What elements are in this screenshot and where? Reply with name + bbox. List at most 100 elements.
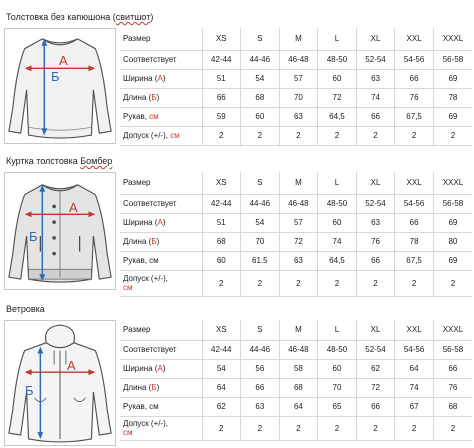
table-cell: 66 [240,378,280,398]
table-row: Допуск (+/-), см 2 2 2 2 2 2 2 [120,416,472,441]
bomber-jacket-icon: А Б [4,172,116,290]
table-row: Длина (Б) 64 66 68 70 72 74 76 [120,378,472,398]
table-cell: 57 [278,213,318,233]
row-label: Допуск (+/-), см [120,126,202,146]
size-header: M [278,28,318,51]
section-title: Толстовка без капюшона (свитшот) [6,12,154,22]
size-header: L [317,172,357,195]
size-table: Размер XS S M L XL XXL XXXL Соответствуе… [120,172,472,297]
size-header: S [240,28,280,51]
table-cell: 60 [317,69,357,89]
table-cell: 65 [317,397,357,417]
table-cell: 56-58 [432,194,472,214]
table-cell: 59 [201,107,241,127]
row-label: Ширина (А) [120,359,202,379]
table-cell: 52-54 [355,50,395,70]
table-cell: 67,5 [394,107,434,127]
table-cell: 63 [278,251,318,271]
table-cell: 48-50 [317,340,357,360]
table-cell: 63 [355,69,395,89]
table-row: Ширина (А) 51 54 57 60 63 66 69 [120,213,472,233]
table-cell: 2 [317,416,357,441]
row-label: Соответствует [120,340,202,360]
size-header: XXL [394,28,434,51]
table-cell: 44-46 [240,194,280,214]
table-cell: 2 [240,416,280,441]
table-cell: 2 [394,126,434,146]
marker-width: А [67,358,76,373]
table-cell: 51 [201,213,241,233]
row-label: Допуск (+/-), см [120,270,202,297]
table-cell: 66 [355,251,395,271]
table-cell: 72 [317,88,357,108]
table-cell: 56-58 [432,340,472,360]
table-cell: 60 [201,251,241,271]
size-header: L [317,320,357,341]
table-header-row: Размер XS S M L XL XXL XXXL [120,172,472,195]
row-label: Длина (Б) [120,232,202,252]
table-row: Соответствует 42-44 44-46 46-48 48-50 52… [120,50,472,70]
table-cell: 52-54 [355,194,395,214]
table-cell: 2 [432,270,472,297]
table-cell: 58 [278,359,318,379]
table-cell: 46-48 [278,194,318,214]
table-cell: 54-56 [394,340,434,360]
table-cell: 2 [278,416,318,441]
size-header: S [240,320,280,341]
table-cell: 60 [240,107,280,127]
table-cell: 64 [394,359,434,379]
row-label: Длина (Б) [120,378,202,398]
table-cell: 64,5 [317,107,357,127]
size-header: XS [201,172,241,195]
table-cell: 69 [432,251,472,271]
table-cell: 72 [278,232,318,252]
marker-width: А [69,200,78,215]
table-cell: 69 [432,69,472,89]
table-row: Рукав, см 59 60 63 64,5 66 67,5 69 [120,107,472,127]
table-cell: 2 [432,126,472,146]
marker-width: А [59,53,68,68]
table-cell: 76 [432,378,472,398]
table-row: Рукав, см 62 63 64 65 66 67 68 [120,397,472,417]
size-header: XL [355,320,395,341]
table-cell: 68 [278,378,318,398]
table-row: Соответствует 42-44 44-46 46-48 48-50 52… [120,340,472,360]
table-cell: 2 [432,416,472,441]
table-cell: 54-56 [394,194,434,214]
table-cell: 66 [394,213,434,233]
header-label: Размер [120,320,202,341]
table-cell: 63 [278,107,318,127]
size-header: XXL [394,172,434,195]
table-row: Длина (Б) 66 68 70 72 74 76 78 [120,88,472,108]
size-header: XXXL [432,320,472,341]
table-cell: 51 [201,69,241,89]
table-cell: 42-44 [201,340,241,360]
table-cell: 48-50 [317,50,357,70]
section-title: Ветровка [6,304,45,314]
table-cell: 68 [432,397,472,417]
size-header: M [278,320,318,341]
table-cell: 64 [278,397,318,417]
row-label: Ширина (А) [120,213,202,233]
table-cell: 66 [201,88,241,108]
size-header: XXXL [432,28,472,51]
table-cell: 72 [355,378,395,398]
size-table: Размер XS S M L XL XXL XXXL Соответствуе… [120,28,472,146]
windbreaker-icon: А Б [4,320,116,446]
table-cell: 2 [240,126,280,146]
size-header: XL [355,172,395,195]
table-cell: 2 [201,126,241,146]
table-cell: 2 [278,270,318,297]
table-cell: 54 [240,213,280,233]
table-row: Рукав, см 60 61.5 63 64,5 66 67,5 69 [120,251,472,271]
row-label: Соответствует [120,194,202,214]
table-cell: 48-50 [317,194,357,214]
size-header: XXXL [432,172,472,195]
table-cell: 62 [355,359,395,379]
table-cell: 68 [201,232,241,252]
table-cell: 60 [317,359,357,379]
table-cell: 63 [355,213,395,233]
table-cell: 2 [201,416,241,441]
table-row: Допуск (+/-), см 2 2 2 2 2 2 2 [120,126,472,146]
section-title: Куртка толстовка Бомбер [6,156,113,166]
